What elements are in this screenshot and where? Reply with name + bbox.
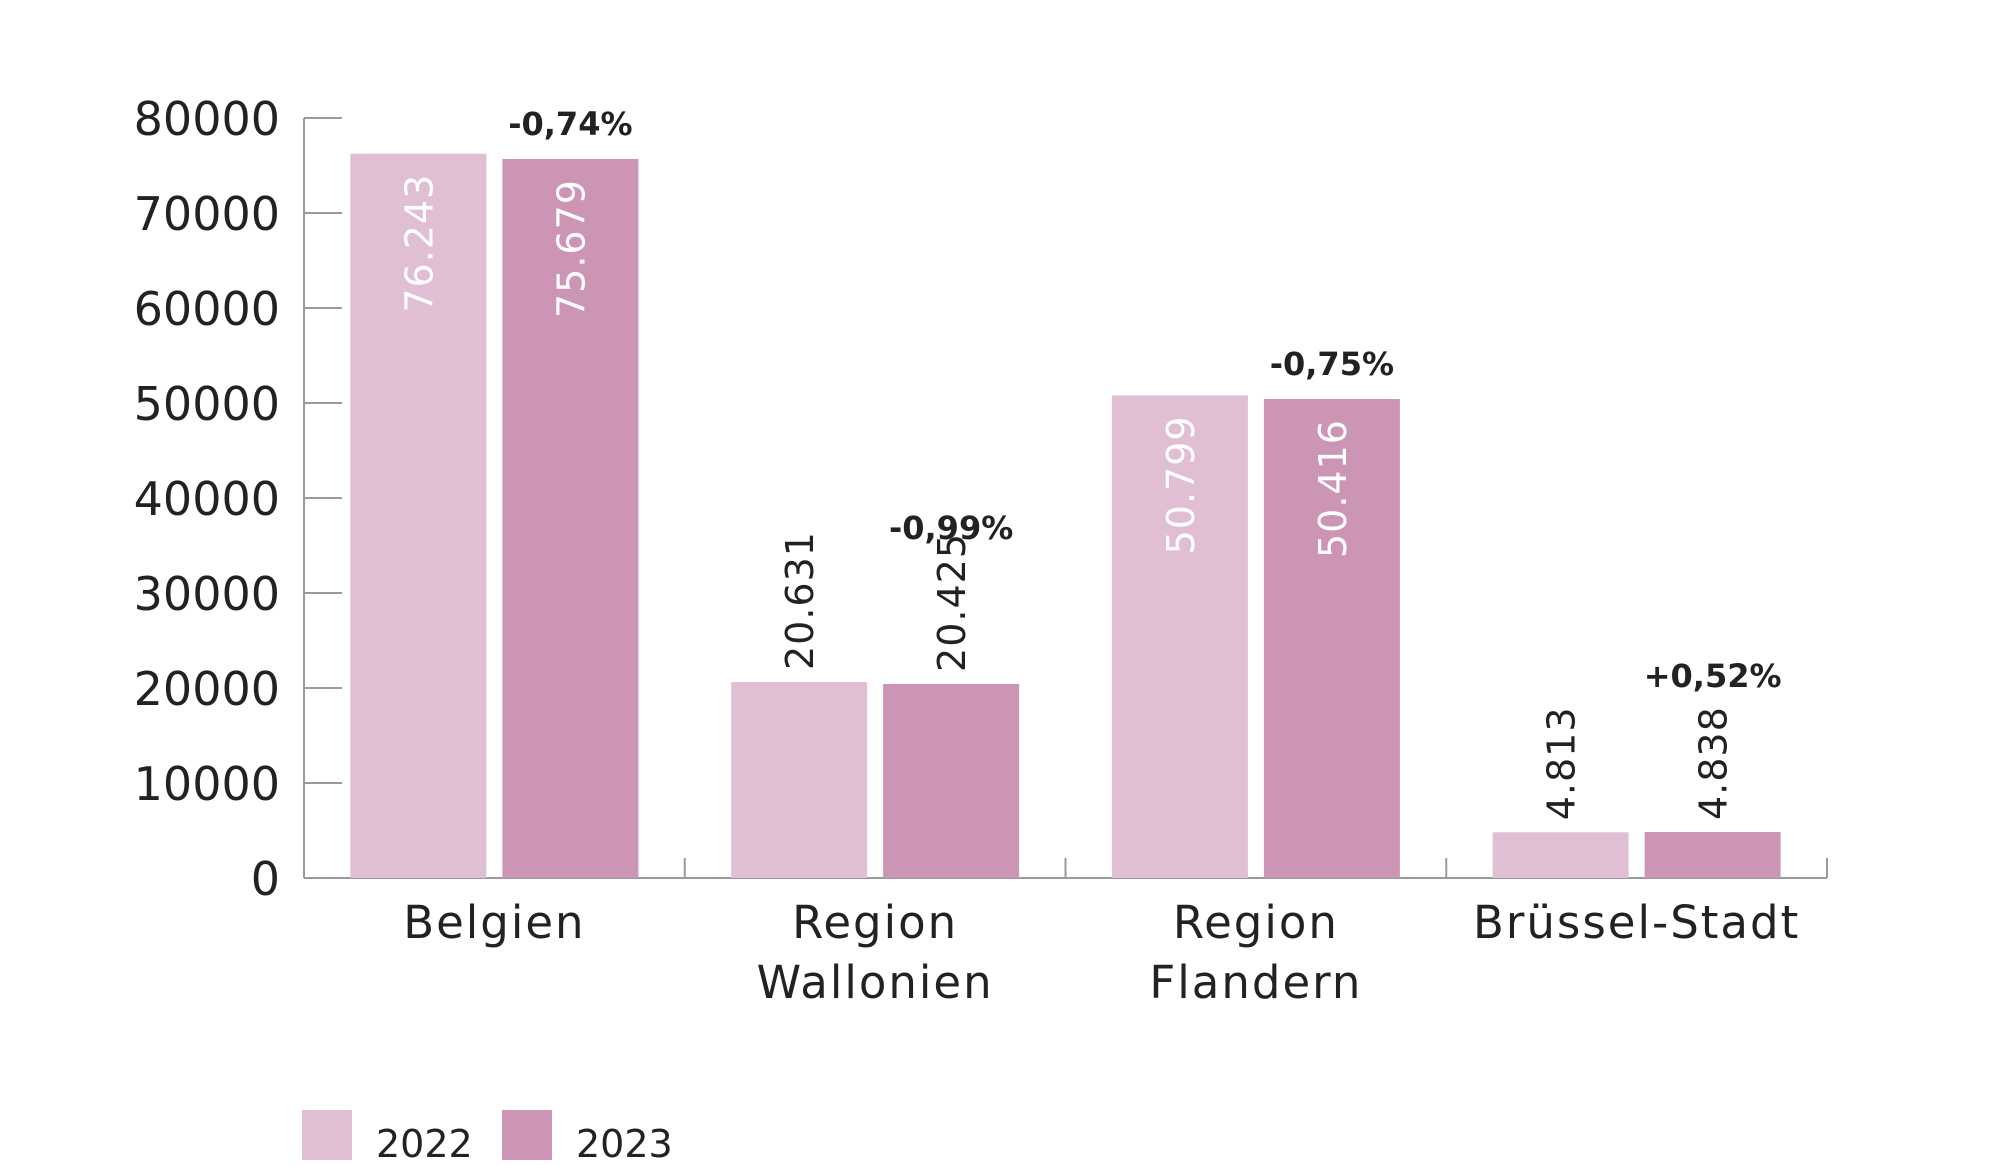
y-axis-ticks: 0 10000 20000 30000 40000 50000 60000 70000 8000… <box>134 92 342 906</box>
y-tick-label: 60000 <box>134 282 280 336</box>
legend-swatch-2022 <box>302 1110 352 1160</box>
x-category-label: Flandern <box>1149 956 1362 1009</box>
value-label: 50.799 <box>1159 415 1203 554</box>
legend: 2022 2023 <box>302 1110 673 1166</box>
bar-2022 <box>1492 832 1629 878</box>
value-label: 76.243 <box>397 174 441 313</box>
x-category-label: Region <box>1173 896 1339 949</box>
percent-change-label: +0,52% <box>1644 657 1782 695</box>
bar-2022 <box>731 682 868 878</box>
legend-label: 2022 <box>376 1122 473 1166</box>
x-category-label: Wallonien <box>757 956 994 1009</box>
value-label: 75.679 <box>549 179 593 318</box>
y-tick-label: 20000 <box>134 662 280 716</box>
percent-change-label: -0,75% <box>1270 345 1394 383</box>
y-tick-label: 50000 <box>134 377 280 431</box>
bar-2023 <box>502 159 639 878</box>
bar-2022 <box>350 153 487 878</box>
bars <box>350 153 1781 878</box>
bar-2022 <box>1111 395 1248 878</box>
legend-label: 2023 <box>576 1122 673 1166</box>
y-tick-label: 30000 <box>134 567 280 621</box>
data-labels: 76.243 75.679 -0,74% 20.631 20.425-0,99% 50.7… <box>397 105 1781 820</box>
value-label: 4.813 <box>1540 706 1584 820</box>
value-label: 4.838 <box>1692 706 1736 820</box>
x-category-label: Belgien <box>403 896 585 949</box>
bar-2023 <box>1644 832 1781 878</box>
value-label: 20.631 <box>778 531 822 670</box>
y-tick-label: 40000 <box>134 472 280 526</box>
y-tick-label: 10000 <box>134 757 280 811</box>
value-label: 50.416 <box>1311 419 1355 558</box>
y-tick-label: 70000 <box>134 187 280 241</box>
x-category-label: Brüssel-Stadt <box>1473 896 1800 949</box>
bar-2023 <box>883 683 1020 878</box>
x-axis-categories: Belgien Region Wallonien Region Flandern Brüs… <box>403 896 1800 1009</box>
y-tick-label: 0 <box>251 852 280 906</box>
percent-change-label: -0,74% <box>508 105 632 143</box>
bar-2023 <box>1263 399 1400 878</box>
legend-swatch-2023 <box>502 1110 552 1160</box>
percent-change-label: -0,99% <box>889 509 1013 547</box>
x-category-label: Region <box>792 896 958 949</box>
value-label: 20.425 <box>930 533 974 672</box>
y-tick-label: 80000 <box>134 92 280 146</box>
